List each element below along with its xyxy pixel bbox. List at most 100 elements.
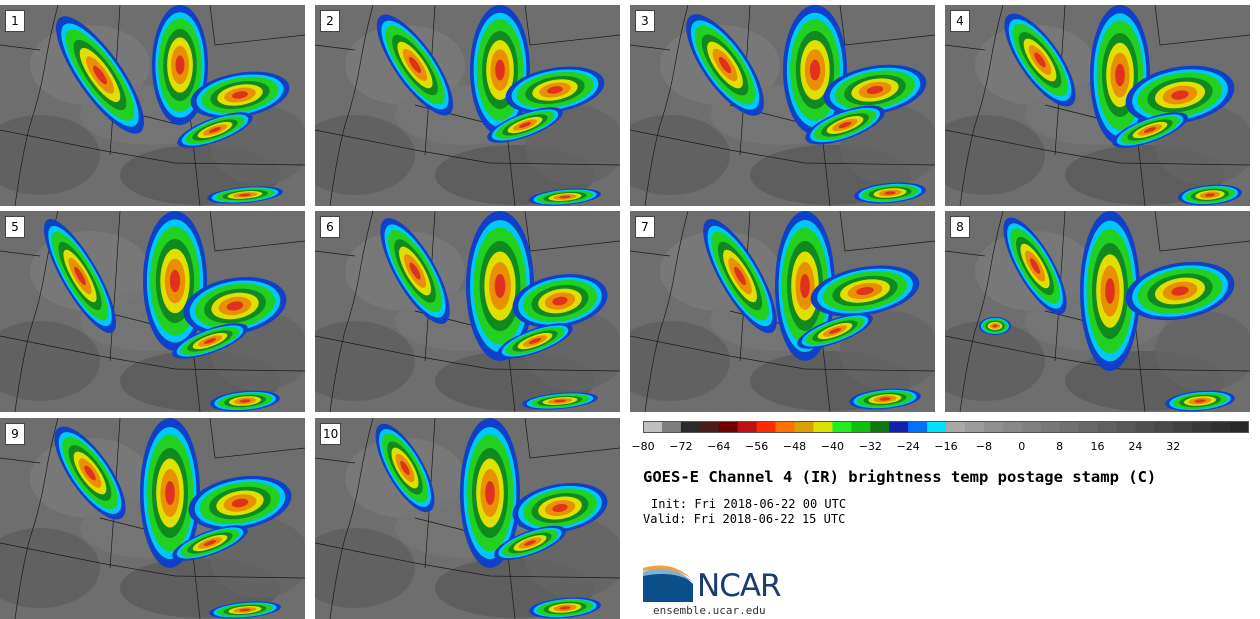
cloud-cell: [43, 218, 117, 334]
panel-number-label: 5: [5, 216, 25, 238]
panel-number-label: 1: [5, 10, 25, 32]
cloud-contour: [992, 324, 998, 328]
cloud-cell: [810, 265, 920, 317]
cloud-cell: [1112, 112, 1188, 148]
cloud-cell: [183, 276, 287, 336]
colorbar-tick-label: 32: [1166, 440, 1181, 453]
init-time: Init: Fri 2018-06-22 00 UTC: [651, 497, 847, 511]
cloud-contour: [718, 56, 732, 74]
state-border: [644, 5, 689, 206]
colorbar-swatch: [737, 421, 758, 433]
colorbar-swatch: [889, 421, 909, 433]
state-border: [0, 542, 305, 579]
colorbar-swatch: [870, 421, 890, 433]
colorbar-swatch: [964, 421, 985, 433]
cloud-contour: [1143, 127, 1157, 133]
colorbar-swatch: [699, 421, 720, 433]
state-border: [524, 418, 620, 459]
cloud-cell: [497, 323, 573, 359]
panel-number-label: 3: [635, 10, 655, 32]
cloud-cell: [207, 186, 283, 204]
colorbar-swatch: [1116, 421, 1136, 433]
state-border: [14, 5, 59, 206]
ncar-logo-swoosh-orange: [643, 565, 691, 578]
satellite-map: [315, 5, 620, 206]
state-border: [1154, 5, 1250, 46]
cloud-cell: [1125, 65, 1235, 125]
colorbar-swatch: [680, 421, 701, 433]
colorbar-tick-label: 0: [1018, 440, 1026, 453]
cloud-contour: [518, 122, 532, 128]
terrain-shade: [1155, 311, 1250, 391]
ensemble-member-panel: 6: [315, 211, 620, 412]
state-border: [209, 418, 305, 459]
cloud-contour: [400, 460, 410, 476]
cloud-cell: [494, 525, 566, 561]
colorbar-swatch: [1097, 421, 1117, 433]
state-border: [0, 129, 305, 166]
cloud-contour: [74, 266, 86, 286]
cloud-contour: [169, 269, 181, 293]
site-url: ensemble.ucar.edu: [653, 604, 766, 617]
colorbar-swatch: [832, 421, 852, 433]
state-border: [14, 418, 59, 619]
panel-number-label: 9: [5, 423, 25, 445]
cloud-contour: [494, 274, 506, 298]
cloud-contour: [208, 127, 222, 133]
cloud-cell: [849, 388, 921, 410]
colorbar-tick-label: −40: [820, 440, 844, 453]
satellite-map: [0, 5, 305, 206]
panel-number-label: 8: [950, 216, 970, 238]
colorbar-swatch: [1078, 421, 1098, 433]
cloud-cell: [55, 16, 145, 134]
cloud-cell: [1165, 390, 1235, 412]
cloud-contour: [879, 397, 891, 401]
ensemble-member-panel: 8: [945, 211, 1250, 412]
state-border: [209, 211, 305, 252]
satellite-map: [315, 211, 620, 412]
state-border: [945, 335, 1250, 372]
cloud-contour: [547, 86, 563, 94]
cloud-contour: [1115, 63, 1125, 87]
figure-title: GOES-E Channel 4 (IR) brightness temp po…: [643, 468, 1157, 486]
colorbar-swatch: [756, 421, 777, 433]
state-border: [945, 129, 1250, 166]
terrain-shade: [840, 311, 935, 391]
ncar-logo: [643, 565, 693, 602]
cloud-cell: [54, 426, 126, 520]
ncar-logo-text: NCAR: [697, 568, 782, 604]
colorbar-swatch: [1230, 421, 1249, 433]
state-border: [524, 5, 620, 46]
cloud-cell: [460, 418, 520, 568]
colorbar-swatch: [946, 421, 966, 433]
colorbar-tick-label: −8: [975, 440, 992, 453]
cloud-cell: [529, 597, 601, 619]
cloud-contour: [553, 399, 567, 403]
colorbar-swatch: [1173, 421, 1193, 433]
state-border: [644, 211, 689, 412]
cloud-cell: [172, 323, 248, 359]
ensemble-member-panel: 9: [0, 418, 305, 619]
colorbar-tick-label: 16: [1090, 440, 1105, 453]
satellite-map: [315, 418, 620, 619]
cloud-cell: [854, 182, 926, 204]
cloud-contour: [239, 399, 251, 403]
state-border: [329, 5, 374, 206]
cloud-contour: [734, 266, 746, 286]
cloud-cell: [522, 392, 598, 410]
cloud-cell: [703, 218, 777, 334]
cloud-cell: [1004, 13, 1076, 107]
cloud-cell: [143, 211, 207, 351]
state-border: [839, 5, 935, 46]
panel-number-label: 2: [320, 10, 340, 32]
cloud-contour: [408, 56, 422, 74]
cloud-contour: [856, 286, 874, 296]
cloud-contour: [559, 195, 571, 199]
cloud-contour: [1194, 399, 1206, 403]
panel-number-label: 6: [320, 216, 340, 238]
cloud-contour: [231, 498, 249, 508]
cloud-cell: [505, 66, 605, 114]
valid-time: Valid: Fri 2018-06-22 15 UTC: [643, 512, 846, 526]
cloud-contour: [559, 606, 571, 610]
cloud-contour: [884, 191, 896, 195]
